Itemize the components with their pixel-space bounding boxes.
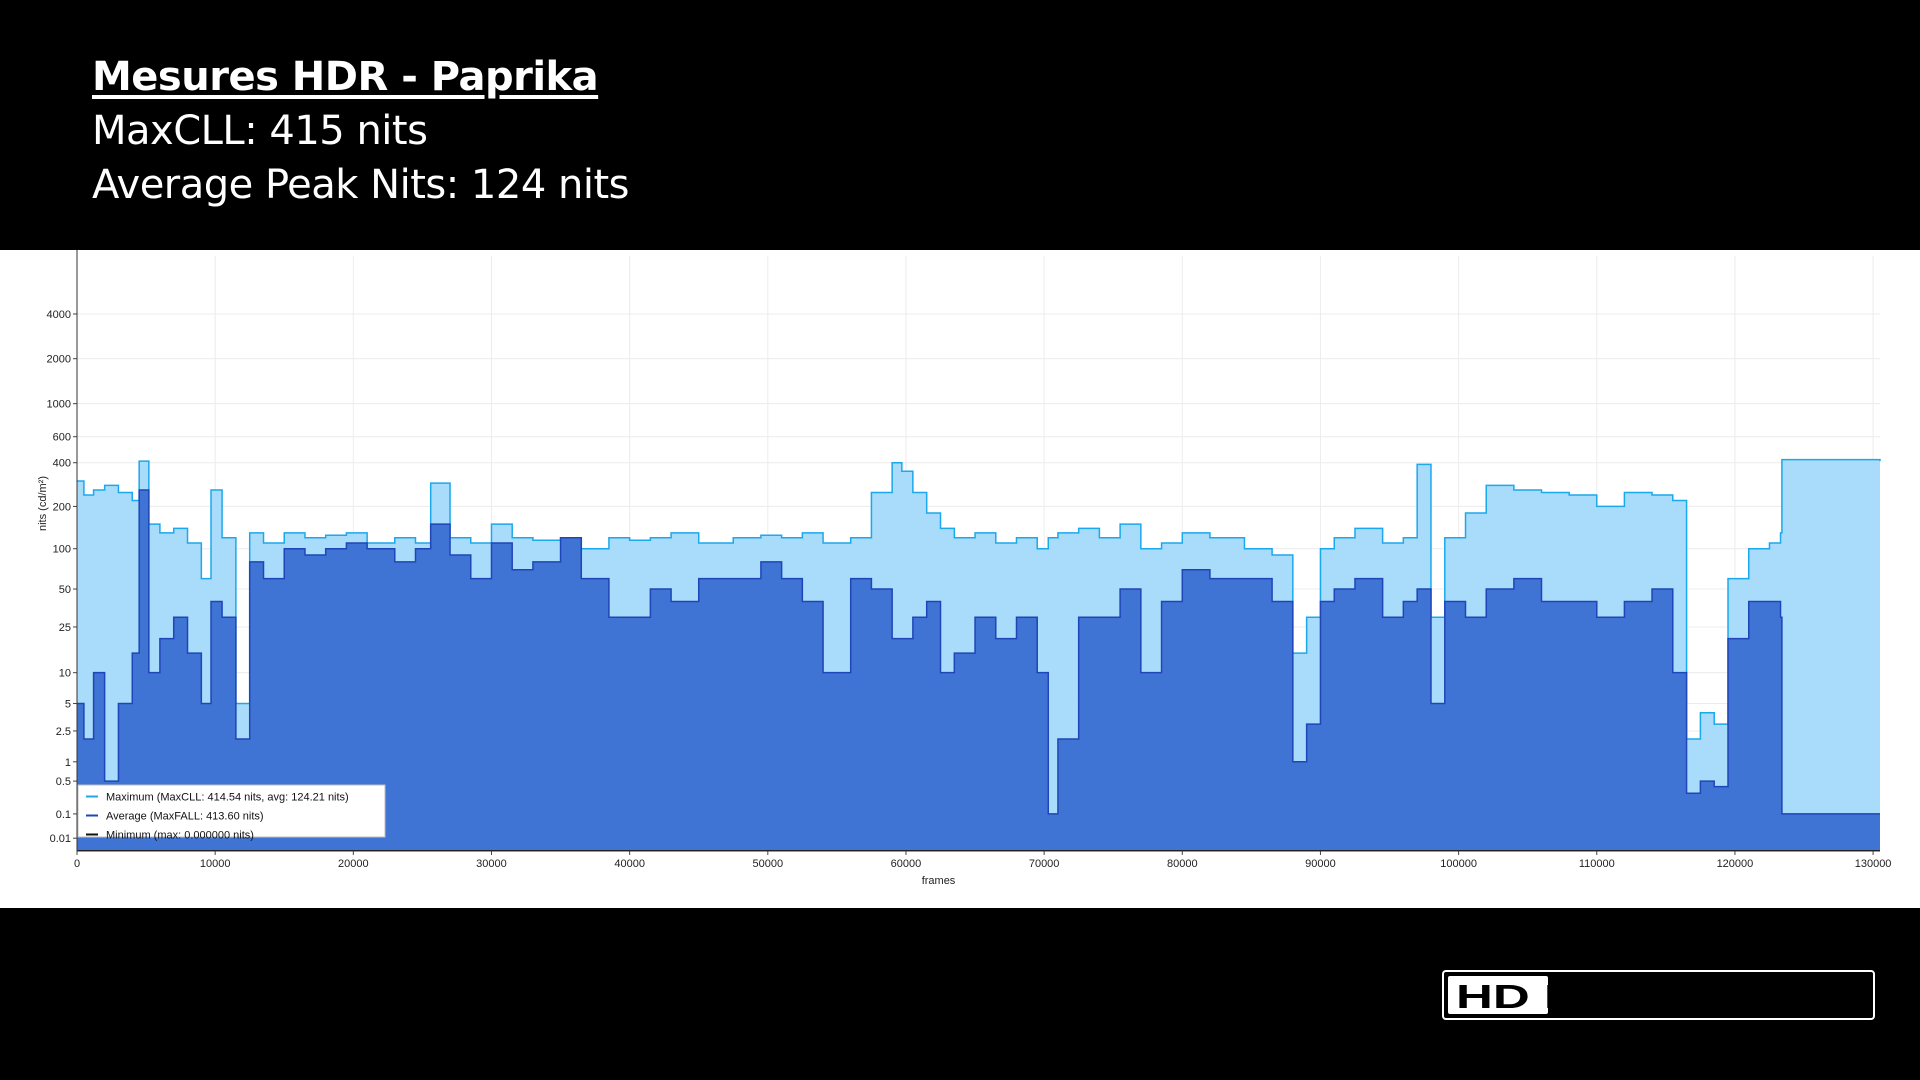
y-tick-label: 25 <box>59 622 71 634</box>
series-maximum-line <box>77 458 1881 740</box>
legend-label-average: Average (MaxFALL: 413.60 nits) <box>106 811 264 823</box>
x-tick-label: 60000 <box>891 858 922 870</box>
legend: Maximum (MaxCLL: 414.54 nits, avg: 124.2… <box>77 784 386 842</box>
y-tick-label: 5 <box>65 699 71 711</box>
x-axis-label: frames <box>922 875 956 887</box>
y-tick-label: 1 <box>65 757 71 769</box>
logo-text: HD NUMERIQUE <box>1456 978 1856 1015</box>
legend-label-maximum: Maximum (MaxCLL: 414.54 nits, avg: 124.2… <box>106 792 349 804</box>
y-tick-label: 50 <box>59 584 71 596</box>
x-tick-label: 0 <box>74 858 80 870</box>
x-tick-label: 90000 <box>1305 858 1336 870</box>
chart-panel: 0.01 0.1 0.5 1 2.5 5 10 25 50 100 200 400 600 1000 200… <box>0 250 1920 908</box>
y-tick-label: 400 <box>53 458 71 470</box>
y-axis-label: nits (cd/m²) <box>37 476 49 531</box>
y-tick-label: 4000 <box>47 309 71 321</box>
x-tick-label: 50000 <box>753 858 784 870</box>
x-tick-label: 40000 <box>614 858 645 870</box>
avg-peak-line: Average Peak Nits: 124 nits <box>92 162 629 208</box>
x-tick-label: 130000 <box>1855 858 1892 870</box>
x-tick-label: 70000 <box>1029 858 1060 870</box>
plot-areas <box>77 458 1881 851</box>
legend-label-minimum: Minimum (max: 0.000000 nits) <box>106 830 254 842</box>
y-tick-label: 2000 <box>47 354 71 366</box>
y-tick-label: 0.1 <box>56 809 71 821</box>
header: Mesures HDR - Paprika MaxCLL: 415 nits A… <box>92 50 629 212</box>
x-tick-label: 30000 <box>476 858 507 870</box>
maxcll-line: MaxCLL: 415 nits <box>92 108 428 154</box>
series-average-area <box>77 490 1880 851</box>
series-average-line <box>77 489 1880 815</box>
x-tick-label: 80000 <box>1167 858 1198 870</box>
y-tick-label: 600 <box>53 432 71 444</box>
x-tick-label: 120000 <box>1717 858 1754 870</box>
legend-box <box>77 784 386 838</box>
y-tick-label: 0.01 <box>50 833 71 845</box>
hd-numerique-logo: HD NUMERIQUE <box>1442 970 1875 1020</box>
x-tick-label: 10000 <box>200 858 231 870</box>
x-tick-label: 100000 <box>1440 858 1477 870</box>
y-tick-label: 10 <box>59 668 71 680</box>
page-title: Mesures HDR - Paprika <box>92 54 599 100</box>
axes: 0.01 0.1 0.5 1 2.5 5 10 25 50 100 200 400 600 1000 200… <box>37 250 1891 887</box>
y-tick-label: 100 <box>53 544 71 556</box>
x-tick-label: 110000 <box>1579 858 1615 870</box>
hdr-luminance-chart: 0.01 0.1 0.5 1 2.5 5 10 25 50 100 200 400 600 1000 200… <box>37 250 1891 887</box>
y-tick-label: 0.5 <box>56 776 71 788</box>
y-tick-label: 200 <box>53 501 71 513</box>
y-tick-label: 1000 <box>47 399 71 411</box>
x-tick-label: 20000 <box>338 858 369 870</box>
y-tick-label: 2.5 <box>56 726 71 738</box>
